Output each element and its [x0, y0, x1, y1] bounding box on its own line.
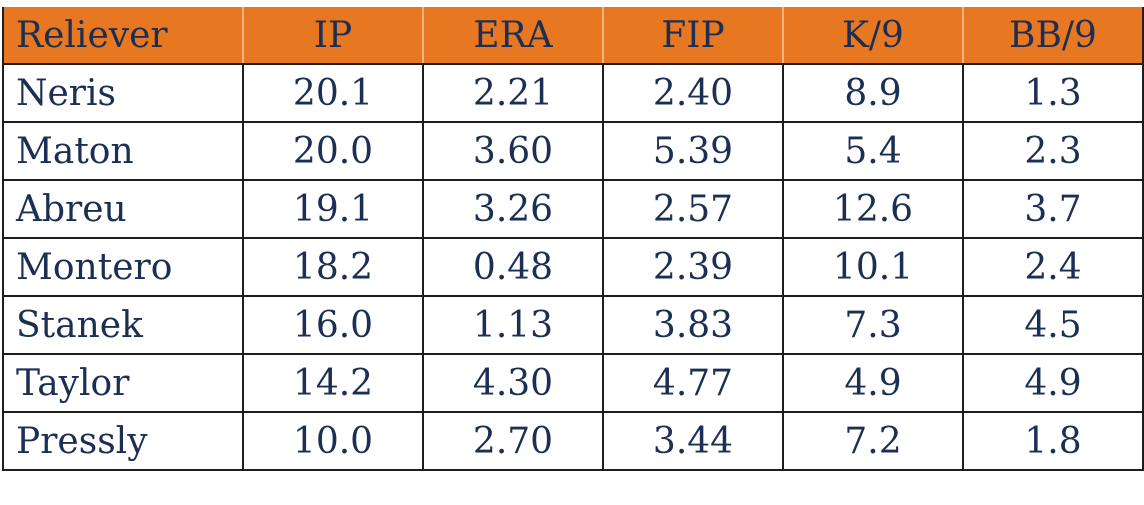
ip-cell: 20.0	[242, 121, 424, 181]
era-cell: 4.30	[422, 353, 604, 413]
table-row: Taylor 14.2 4.30 4.77 4.9 4.9	[2, 353, 1144, 413]
bb9-cell: 4.5	[962, 295, 1144, 355]
column-header-k9: K/9	[782, 7, 964, 65]
fip-cell: 3.83	[602, 295, 784, 355]
table-row: Abreu 19.1 3.26 2.57 12.6 3.7	[2, 179, 1144, 239]
fip-cell: 3.44	[602, 411, 784, 471]
reliever-name-cell: Abreu	[2, 179, 244, 239]
ip-cell: 19.1	[242, 179, 424, 239]
bb9-cell: 2.3	[962, 121, 1144, 181]
era-cell: 1.13	[422, 295, 604, 355]
ip-cell: 20.1	[242, 63, 424, 123]
column-header-ip: IP	[242, 7, 424, 65]
bb9-cell: 1.3	[962, 63, 1144, 123]
column-header-era: ERA	[422, 7, 604, 65]
era-cell: 3.26	[422, 179, 604, 239]
table-row: Pressly 10.0 2.70 3.44 7.2 1.8	[2, 411, 1144, 471]
table-row: Montero 18.2 0.48 2.39 10.1 2.4	[2, 237, 1144, 297]
bb9-cell: 3.7	[962, 179, 1144, 239]
k9-cell: 10.1	[782, 237, 964, 297]
reliever-name-cell: Pressly	[2, 411, 244, 471]
table-row: Stanek 16.0 1.13 3.83 7.3 4.5	[2, 295, 1144, 355]
fip-cell: 2.40	[602, 63, 784, 123]
era-cell: 0.48	[422, 237, 604, 297]
fip-cell: 5.39	[602, 121, 784, 181]
ip-cell: 18.2	[242, 237, 424, 297]
ip-cell: 16.0	[242, 295, 424, 355]
reliever-name-cell: Neris	[2, 63, 244, 123]
reliever-name-cell: Stanek	[2, 295, 244, 355]
table-row: Neris 20.1 2.21 2.40 8.9 1.3	[2, 63, 1144, 123]
ip-cell: 14.2	[242, 353, 424, 413]
k9-cell: 4.9	[782, 353, 964, 413]
column-header-reliever: Reliever	[2, 7, 244, 65]
k9-cell: 7.3	[782, 295, 964, 355]
k9-cell: 7.2	[782, 411, 964, 471]
fip-cell: 2.39	[602, 237, 784, 297]
k9-cell: 12.6	[782, 179, 964, 239]
era-cell: 2.21	[422, 63, 604, 123]
reliever-name-cell: Maton	[2, 121, 244, 181]
era-cell: 3.60	[422, 121, 604, 181]
reliever-name-cell: Taylor	[2, 353, 244, 413]
column-header-bb9: BB/9	[962, 7, 1144, 65]
ip-cell: 10.0	[242, 411, 424, 471]
bb9-cell: 4.9	[962, 353, 1144, 413]
reliever-stats-table: Reliever IP ERA FIP K/9 BB/9 Neris 20.1 …	[2, 7, 1144, 471]
bb9-cell: 1.8	[962, 411, 1144, 471]
header-row: Reliever IP ERA FIP K/9 BB/9	[2, 7, 1144, 65]
era-cell: 2.70	[422, 411, 604, 471]
reliever-name-cell: Montero	[2, 237, 244, 297]
k9-cell: 5.4	[782, 121, 964, 181]
bb9-cell: 2.4	[962, 237, 1144, 297]
fip-cell: 4.77	[602, 353, 784, 413]
table-row: Maton 20.0 3.60 5.39 5.4 2.3	[2, 121, 1144, 181]
k9-cell: 8.9	[782, 63, 964, 123]
column-header-fip: FIP	[602, 7, 784, 65]
fip-cell: 2.57	[602, 179, 784, 239]
